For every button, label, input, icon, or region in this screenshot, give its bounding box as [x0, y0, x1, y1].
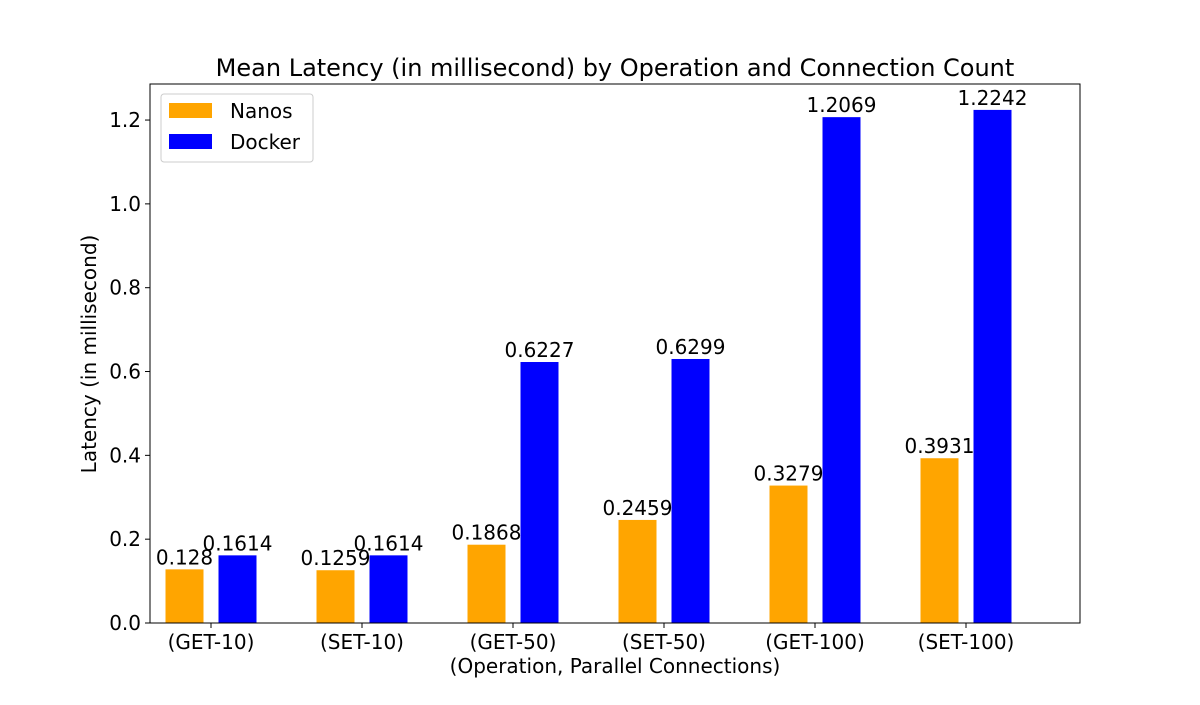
bar-nanos-5: [769, 485, 808, 623]
x-tick-label: (GET-10): [168, 630, 255, 654]
bar-docker-3: [520, 362, 559, 623]
chart-title: Mean Latency (in millisecond) by Operati…: [216, 54, 1015, 82]
bar-nanos-6: [920, 458, 959, 623]
data-label-nanos-2: 0.1259: [301, 546, 371, 570]
bar-nanos-4: [618, 519, 657, 623]
y-tick-label: 1.0: [109, 192, 141, 216]
bar-nanos-1: [165, 569, 204, 623]
bar-docker-5: [822, 117, 861, 623]
y-tick-label: 0.8: [109, 276, 141, 300]
x-tick-label: (SET-50): [622, 630, 706, 654]
x-axis-title: (Operation, Parallel Connections): [450, 654, 781, 678]
x-tick-label: (GET-100): [765, 630, 865, 654]
legend: Nanos Docker: [160, 93, 314, 163]
y-tick-label: 0.2: [109, 527, 141, 551]
bar-nanos-3: [467, 544, 506, 623]
x-tick-label: (GET-50): [470, 630, 557, 654]
data-label-nanos-3: 0.1868: [452, 521, 522, 545]
y-tick-label: 0.4: [109, 443, 141, 467]
x-axis: (GET-10) (SET-10) (GET-50) (SET-50) (GET-100…: [168, 623, 1015, 654]
legend-label-nanos: Nanos: [230, 99, 293, 123]
data-label-nanos-6: 0.3931: [905, 434, 975, 458]
y-axis-title: Latency (in millisecond): [77, 235, 101, 474]
data-label-docker-2: 0.1614: [354, 531, 424, 555]
y-tick-label: 0.0: [109, 611, 141, 635]
x-tick-label: (SET-10): [320, 630, 404, 654]
legend-label-docker: Docker: [230, 130, 301, 154]
x-tick-label: (SET-100): [918, 630, 1015, 654]
data-label-nanos-1: 0.128: [156, 545, 213, 569]
data-label-nanos-4: 0.2459: [603, 496, 673, 520]
y-tick-label: 0.6: [109, 360, 141, 384]
bar-docker-1: [218, 555, 257, 623]
y-tick-label: 1.2: [109, 108, 141, 132]
bar-docker-2: [369, 555, 408, 623]
data-label-nanos-5: 0.3279: [754, 462, 824, 486]
data-label-docker-3: 0.6227: [505, 338, 575, 362]
bar-docker-4: [671, 358, 710, 623]
data-label-docker-4: 0.6299: [656, 335, 726, 359]
plot-frame: [149, 83, 1081, 624]
data-label-docker-6: 1.2242: [958, 86, 1028, 110]
bars-layer: [165, 109, 1012, 624]
data-labels-layer: 0.128 0.1259 0.1868 0.2459 0.3279 0.3931 0.161…: [156, 86, 1028, 570]
data-label-docker-1: 0.1614: [203, 531, 273, 555]
bar-nanos-2: [316, 570, 355, 623]
y-axis: 0.0 0.2 0.4 0.6 0.8 1.0 1.2: [109, 108, 150, 635]
bar-docker-6: [973, 109, 1012, 624]
legend-swatch-docker: [169, 134, 212, 149]
data-label-docker-5: 1.2069: [807, 93, 877, 117]
legend-swatch-nanos: [169, 103, 212, 118]
